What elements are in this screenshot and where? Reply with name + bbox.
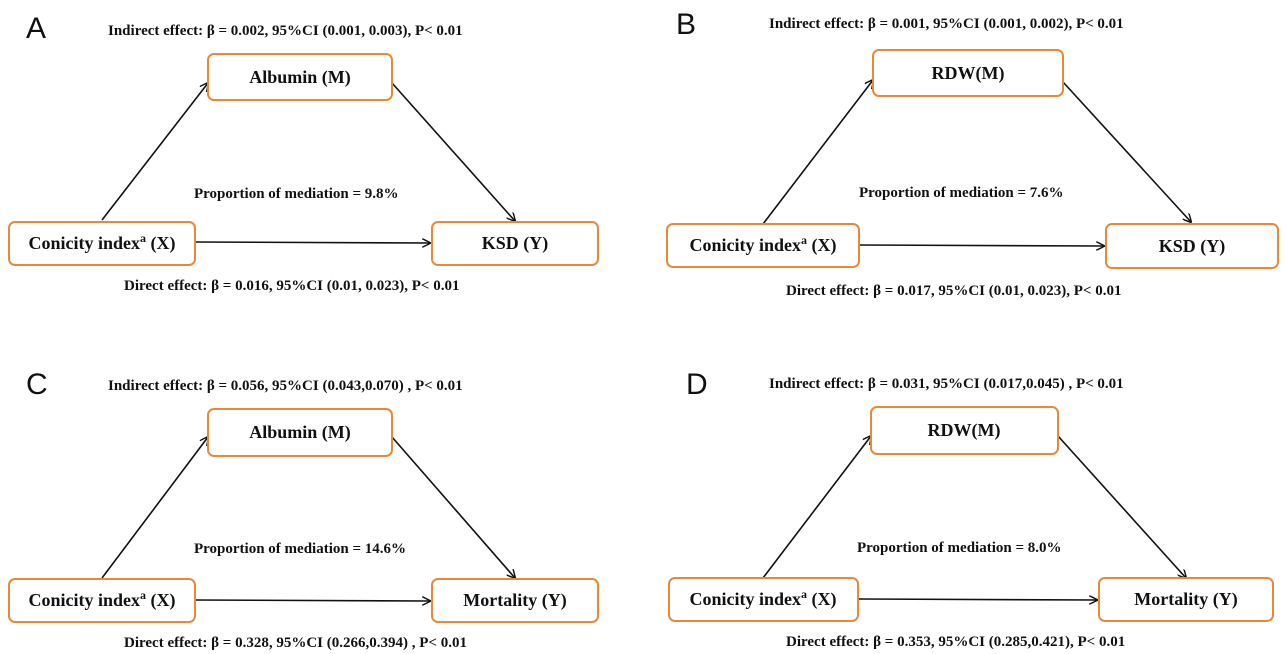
exposure-box — [666, 223, 860, 268]
arrow-x-to-y — [194, 600, 430, 601]
proportion-label: Proportion of mediation = 7.6% — [859, 185, 1064, 201]
indirect-effect-label: Indirect effect: β = 0.056, 95%CI (0.043… — [108, 378, 463, 394]
direct-effect-label: Direct effect: β = 0.353, 95%CI (0.285,0… — [786, 634, 1125, 650]
arrow-x-to-m — [762, 80, 873, 225]
exposure-label: Conicity indexa (X) — [28, 231, 175, 254]
direct-effect-label: Direct effect: β = 0.016, 95%CI (0.01, 0… — [124, 278, 459, 294]
exposure-box — [8, 221, 196, 266]
arrow-x-to-y — [857, 599, 1097, 600]
panel-a: A Indirect effect: β = 0.002, 95%CI (0.0… — [8, 12, 599, 294]
indirect-effect-label: Indirect effect: β = 0.031, 95%CI (0.017… — [769, 376, 1124, 392]
outcome-box — [1098, 577, 1274, 622]
outcome-label: KSD (Y) — [1159, 236, 1226, 257]
outcome-label: Mortality (Y) — [1134, 589, 1237, 610]
direct-effect-label: Direct effect: β = 0.328, 95%CI (0.266,0… — [124, 635, 467, 651]
panel-letter: A — [26, 12, 46, 45]
outcome-box — [1105, 223, 1279, 269]
panel-b: B Indirect effect: β = 0.001, 95%CI (0.0… — [666, 8, 1279, 299]
panel-c: C Indirect effect: β = 0.056, 95%CI (0.0… — [8, 368, 599, 651]
arrow-m-to-y — [1057, 435, 1186, 578]
mediator-box — [207, 53, 393, 101]
outcome-box — [431, 221, 599, 266]
arrow-x-to-y — [858, 245, 1104, 246]
exposure-box — [668, 577, 859, 622]
outcome-label: KSD (Y) — [482, 233, 549, 254]
mediator-box — [870, 406, 1059, 455]
exposure-label: Conicity indexa (X) — [689, 587, 836, 610]
arrow-x-to-m — [101, 83, 208, 221]
indirect-effect-label: Indirect effect: β = 0.002, 95%CI (0.001… — [108, 23, 463, 39]
exposure-label: Conicity indexa (X) — [28, 588, 175, 611]
arrow-m-to-y — [391, 82, 515, 221]
panel-letter: B — [676, 8, 696, 41]
panel-d: D Indirect effect: β = 0.031, 95%CI (0.0… — [668, 368, 1274, 650]
arrow-x-to-y — [194, 242, 430, 243]
outcome-box — [431, 578, 599, 623]
proportion-label: Proportion of mediation = 9.8% — [194, 186, 399, 202]
arrow-x-to-m — [762, 436, 871, 579]
exposure-label: Conicity indexa (X) — [689, 233, 836, 256]
mediator-label: Albumin (M) — [249, 422, 351, 443]
direct-effect-label: Direct effect: β = 0.017, 95%CI (0.01, 0… — [786, 283, 1121, 299]
arrow-x-to-m — [101, 437, 208, 579]
outcome-label: Mortality (Y) — [463, 590, 566, 611]
mediator-box — [872, 49, 1064, 97]
indirect-effect-label: Indirect effect: β = 0.001, 95%CI (0.001… — [769, 16, 1124, 32]
mediator-label: Albumin (M) — [249, 67, 351, 88]
arrow-m-to-y — [391, 436, 515, 578]
mediator-label: RDW(M) — [932, 63, 1005, 84]
mediator-box — [207, 408, 393, 457]
proportion-label: Proportion of mediation = 14.6% — [194, 541, 406, 557]
proportion-label: Proportion of mediation = 8.0% — [857, 540, 1062, 556]
panel-letter: D — [686, 368, 708, 401]
panel-letter: C — [26, 368, 48, 401]
exposure-box — [8, 578, 196, 623]
arrow-m-to-y — [1062, 81, 1191, 222]
mediator-label: RDW(M) — [928, 420, 1001, 441]
